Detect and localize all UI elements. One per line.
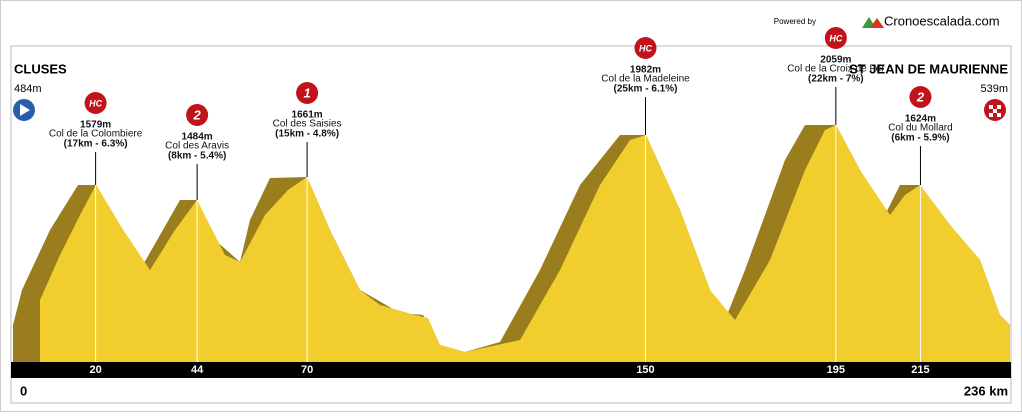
start-km: 0 bbox=[20, 383, 27, 398]
category: HC bbox=[829, 33, 842, 43]
start-altitude: 484m bbox=[14, 83, 42, 95]
category: 2 bbox=[193, 107, 202, 122]
category-icon bbox=[824, 27, 847, 49]
climb-altitude: 1661m bbox=[292, 110, 323, 121]
km-label: 150 bbox=[636, 364, 654, 376]
km-label: 215 bbox=[911, 364, 929, 376]
climb-name: Col de la Madeleine bbox=[601, 74, 690, 85]
km-label: 44 bbox=[191, 364, 204, 376]
distance-bar bbox=[11, 362, 1011, 378]
climb-detail: (8km - 5.4%) bbox=[168, 151, 226, 162]
logo bbox=[870, 18, 884, 28]
category-icon bbox=[84, 92, 107, 114]
category-icon bbox=[634, 37, 657, 59]
climb-detail: (25km - 6.1%) bbox=[614, 84, 678, 95]
climb-name: Col du Mollard bbox=[888, 123, 952, 134]
climb-altitude: 2059m bbox=[820, 55, 851, 66]
category-icon bbox=[186, 104, 209, 126]
climb-name: Col de la Croix de Fer bbox=[787, 64, 885, 75]
climb-name: Col de la Colombiere bbox=[49, 129, 143, 140]
climb-detail: (15km - 4.8%) bbox=[275, 129, 339, 140]
start-icon bbox=[20, 104, 30, 116]
climb-detail: (6km - 5.9%) bbox=[891, 133, 949, 144]
finish-altitude: 539m bbox=[980, 83, 1008, 95]
finish-km: 236 km bbox=[964, 383, 1008, 398]
category: 2 bbox=[916, 89, 925, 104]
checker bbox=[989, 105, 1001, 117]
climb-detail: (17km - 6.3%) bbox=[64, 139, 128, 150]
powered-by: Powered by bbox=[774, 17, 816, 26]
category-icon bbox=[909, 86, 932, 108]
km-label: 70 bbox=[301, 364, 313, 376]
climb-altitude: 1484m bbox=[182, 132, 213, 143]
km-label: 195 bbox=[827, 364, 845, 376]
climb-name: Col des Saisies bbox=[273, 119, 342, 130]
climb-altitude: 1624m bbox=[905, 114, 936, 125]
start-name: CLUSES bbox=[14, 61, 67, 76]
finish-name: ST JEAN DE MAURIENNE bbox=[849, 61, 1008, 76]
km-label: 20 bbox=[89, 364, 101, 376]
climb-name: Col des Aravis bbox=[165, 141, 229, 152]
category-icon bbox=[296, 82, 319, 104]
category: HC bbox=[639, 43, 652, 53]
climb-altitude: 1579m bbox=[80, 120, 111, 131]
category: 1 bbox=[303, 85, 310, 100]
brand: Cronoescalada.com bbox=[884, 13, 1000, 28]
climb-altitude: 1982m bbox=[630, 65, 661, 76]
climb-detail: (22km - 7%) bbox=[808, 74, 864, 85]
profile-area bbox=[40, 125, 1010, 362]
category: HC bbox=[89, 98, 102, 108]
